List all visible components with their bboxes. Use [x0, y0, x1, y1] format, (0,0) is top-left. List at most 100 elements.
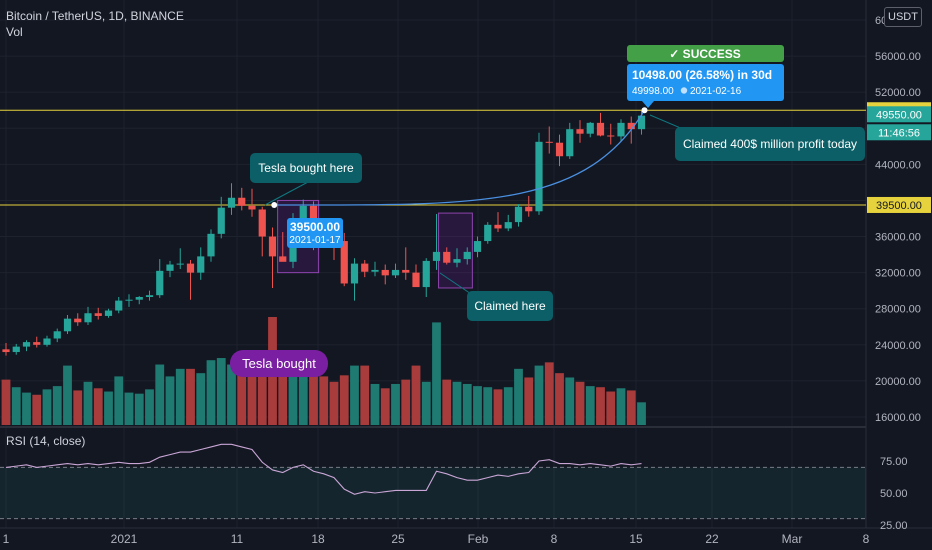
candle-body — [238, 197, 246, 206]
volume-bar — [11, 387, 21, 425]
last-price-tag-bg — [867, 106, 931, 123]
price-tick-label: 24000.00 — [875, 340, 921, 352]
candle-body — [637, 115, 646, 130]
projection-start-point — [271, 201, 278, 208]
axes: 16000.00 20000.00 24000.00 28000.00 32000.00… — [3, 15, 931, 546]
time-tick-label: 1 — [3, 532, 10, 546]
volume-bar — [196, 373, 206, 425]
volume-bar — [155, 364, 165, 425]
volume-bar — [503, 387, 513, 425]
callout-claimed-here — [467, 291, 553, 321]
price-tick-label: 52000.00 — [875, 87, 921, 99]
volume-bar — [1, 379, 11, 425]
candle-body — [391, 269, 400, 276]
candle-body — [627, 122, 635, 130]
callout-tesla-bought — [230, 350, 328, 377]
callout-tesla-bought-text: Tesla bought — [242, 356, 316, 371]
callout-pointer — [264, 181, 309, 206]
volume-bar — [442, 379, 452, 425]
hline-price-tag-bg — [867, 196, 931, 213]
chart-header: Bitcoin / TetherUS, 1D, BINANCE Vol — [6, 8, 184, 40]
time-tick-label: 8 — [863, 532, 870, 546]
candle-body — [227, 197, 236, 208]
volume-bar — [22, 392, 31, 425]
volume-bar — [83, 381, 93, 425]
volume-bar — [616, 388, 626, 425]
volume-bar — [288, 365, 298, 425]
candle-body — [504, 222, 512, 229]
candle-body — [217, 207, 225, 234]
candle-body — [268, 236, 277, 257]
volume-bar — [483, 387, 493, 425]
time-tick-label: 11 — [231, 532, 244, 546]
volume-label: Vol — [6, 25, 23, 39]
volume-bar — [63, 365, 72, 425]
time-tick-label: 2021 — [111, 532, 138, 546]
currency-button[interactable]: USDT — [884, 7, 922, 27]
candle-body — [463, 251, 471, 260]
volume-bar — [32, 394, 42, 425]
success-callout — [627, 64, 784, 101]
candle-body — [350, 263, 359, 284]
callouts[interactable]: Tesla bought here Claimed here Claimed 400… — [230, 45, 865, 377]
volume-bar — [637, 402, 646, 425]
candle-body — [402, 269, 410, 273]
candle-body — [207, 233, 215, 257]
horizontal-lines — [0, 109, 866, 206]
price-callout-price: 39500.00 — [290, 220, 340, 234]
success-callout-sub-date: 2021-02-16 — [690, 86, 742, 97]
last-price-tag: 49550.00 — [876, 109, 922, 121]
volume-bar — [329, 381, 339, 425]
volume-bar — [216, 358, 226, 425]
candle-body — [566, 129, 574, 157]
volume-bar — [237, 371, 247, 425]
volume-bar — [247, 373, 257, 425]
volume-bar — [339, 375, 349, 425]
countdown-tag-bg — [867, 124, 931, 141]
candle-body — [443, 251, 451, 263]
callout-tesla-bought-here — [250, 153, 362, 183]
candle-body — [186, 263, 195, 273]
volume-bar — [134, 393, 144, 425]
price-tick-label: 16000.00 — [875, 412, 921, 424]
volume-bar — [350, 365, 359, 425]
time-tick-label: 8 — [551, 532, 558, 546]
volume-bar — [309, 371, 318, 425]
volume-bar — [432, 322, 441, 425]
candle-body — [258, 209, 266, 237]
volume-bar — [555, 373, 564, 425]
candle-body — [63, 318, 72, 332]
candle-body — [525, 206, 533, 212]
volume-bar — [391, 383, 400, 425]
rsi-line — [5, 443, 642, 495]
price-tick-label: 28000.00 — [875, 304, 921, 316]
candle-body — [176, 263, 184, 265]
candle-body — [248, 205, 256, 210]
candle-body — [607, 135, 615, 137]
rsi-tick-label: 50.00 — [880, 488, 908, 500]
volume-bar — [360, 365, 370, 425]
candle-body — [104, 310, 113, 316]
callout-tesla-bought-here-text: Tesla bought here — [258, 161, 354, 175]
candle-body — [115, 300, 123, 311]
volume-bar — [93, 388, 103, 425]
candle-body — [12, 346, 20, 353]
volume-bar — [401, 379, 411, 425]
candle-body — [309, 205, 318, 230]
volume-bar — [278, 362, 288, 425]
time-tick-label: Feb — [468, 532, 489, 546]
candle-body — [279, 256, 287, 262]
volume-bar — [298, 360, 308, 425]
price-tick-label: 32000.00 — [875, 268, 921, 280]
price-tick-label: 44000.00 — [875, 159, 921, 171]
success-callout-pointer — [642, 101, 654, 108]
candle-body — [156, 270, 164, 296]
candle-body — [412, 272, 420, 288]
success-badge-text: ✓ SUCCESS — [669, 47, 740, 61]
time-tick-label: 15 — [629, 532, 643, 546]
volume-bar — [565, 377, 575, 425]
volume-bar — [596, 387, 605, 425]
candle-body — [2, 349, 10, 353]
volume-bar — [227, 364, 236, 425]
